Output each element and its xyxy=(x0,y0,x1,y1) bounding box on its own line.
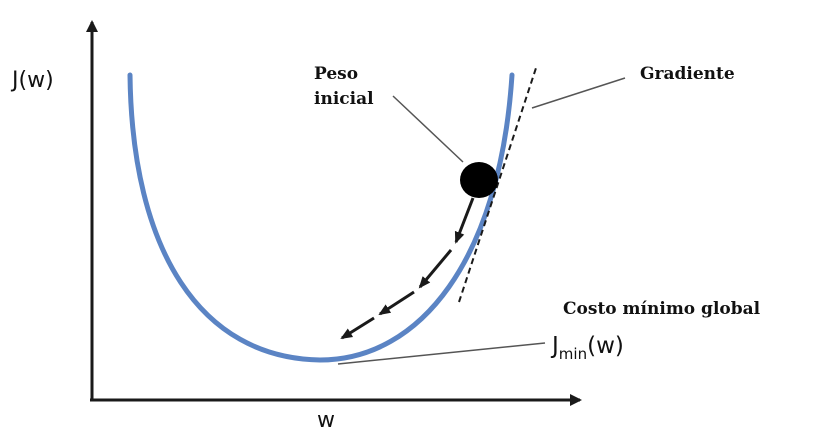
peso-inicial-label-line2: inicial xyxy=(314,89,374,109)
costo-minimo-label: Costo mínimo global xyxy=(563,299,761,319)
peso-inicial-label-line1: Peso xyxy=(314,64,359,84)
y-axis-label: J(w) xyxy=(12,68,54,93)
peso-inicial-leader xyxy=(392,95,464,163)
gradiente-leader xyxy=(531,77,626,109)
jmin-label: Jmin(w) xyxy=(552,333,624,363)
jmin-tail: (w) xyxy=(587,333,624,359)
jmin-main: J xyxy=(552,333,559,359)
gradiente-label: Gradiente xyxy=(640,64,735,84)
descent-arrow xyxy=(454,197,475,244)
descent-arrow xyxy=(418,249,453,289)
cost-curve xyxy=(127,72,515,363)
descent-arrow xyxy=(378,290,415,316)
x-axis-label: w xyxy=(317,408,335,433)
jmin-leader xyxy=(337,342,546,365)
jmin-subscript: min xyxy=(558,345,588,363)
descent-arrow xyxy=(340,316,375,340)
gradient-tangent-line xyxy=(458,67,537,303)
initial-weight-ball xyxy=(460,162,498,198)
